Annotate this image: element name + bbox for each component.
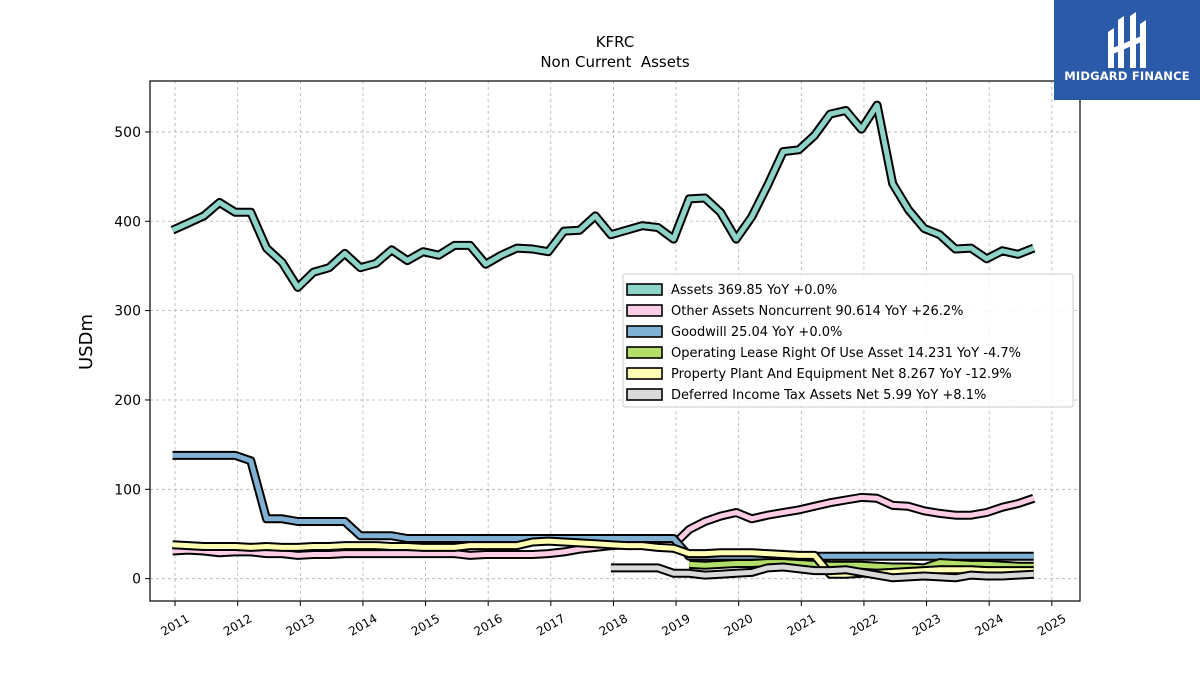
chart-title: KFRC — [596, 33, 635, 51]
x-tick-label: 2011 — [158, 611, 191, 638]
x-tick-label: 2016 — [471, 611, 504, 638]
x-tick-label: 2025 — [1035, 611, 1068, 638]
x-tick-label: 2023 — [910, 611, 943, 638]
legend-swatch — [626, 325, 663, 338]
x-tick-label: 2020 — [722, 611, 755, 638]
series-outline — [170, 100, 1036, 292]
y-tick-label: 100 — [114, 482, 141, 498]
series-line — [172, 452, 1034, 559]
brand-name: MIDGARD FINANCE — [1064, 69, 1190, 83]
legend-swatch — [626, 283, 663, 296]
x-tick-label: 2019 — [659, 611, 692, 638]
x-tick-label: 2017 — [534, 611, 567, 638]
legend-entry[interactable]: Operating Lease Right Of Use Asset 14.23… — [671, 346, 1021, 361]
x-tick-label: 2015 — [409, 611, 442, 638]
x-tick-label: 2021 — [785, 611, 818, 638]
legend[interactable]: Assets 369.85 YoY +0.0% Other Assets Nonc… — [622, 273, 1074, 408]
legend-swatch — [626, 388, 663, 401]
legend-swatch — [626, 367, 663, 380]
y-axis-label: USDm — [76, 314, 97, 370]
chart-subtitle: Non Current Assets — [540, 53, 690, 71]
legend-swatch — [626, 346, 663, 359]
x-tick-label: 2018 — [597, 611, 630, 638]
legend-entry[interactable]: Assets 369.85 YoY +0.0% — [671, 283, 837, 298]
series-line — [172, 538, 1034, 577]
plot-frame — [149, 80, 1081, 602]
y-tick-label: 500 — [114, 125, 141, 141]
legend-entry[interactable]: Deferred Income Tax Assets Net 5.99 YoY … — [671, 388, 986, 403]
y-tick-label: 300 — [114, 304, 141, 320]
x-tick-label: 2024 — [972, 611, 1005, 638]
series-line — [171, 102, 1035, 290]
midgard-logo-icon — [1108, 12, 1146, 68]
y-tick-label: 400 — [114, 214, 141, 230]
y-tick-label: 0 — [132, 572, 141, 588]
brand-logo: MIDGARD FINANCE — [1054, 0, 1200, 100]
y-tick-label: 200 — [114, 393, 141, 409]
series-line — [689, 560, 1034, 571]
x-tick-label: 2012 — [221, 611, 254, 638]
x-tick-label: 2013 — [284, 611, 317, 638]
legend-box — [622, 273, 1074, 408]
x-tick-label: 2014 — [346, 611, 379, 638]
x-tick-label: 2022 — [847, 611, 880, 638]
series-line — [610, 564, 1034, 581]
legend-swatch — [626, 304, 663, 317]
legend-entry[interactable]: Property Plant And Equipment Net 8.267 Y… — [671, 367, 1012, 382]
legend-entry[interactable]: Goodwill 25.04 YoY +0.0% — [671, 325, 842, 340]
legend-entry[interactable]: Other Assets Noncurrent 90.614 YoY +26.2… — [671, 304, 963, 319]
series-layer — [170, 100, 1036, 583]
